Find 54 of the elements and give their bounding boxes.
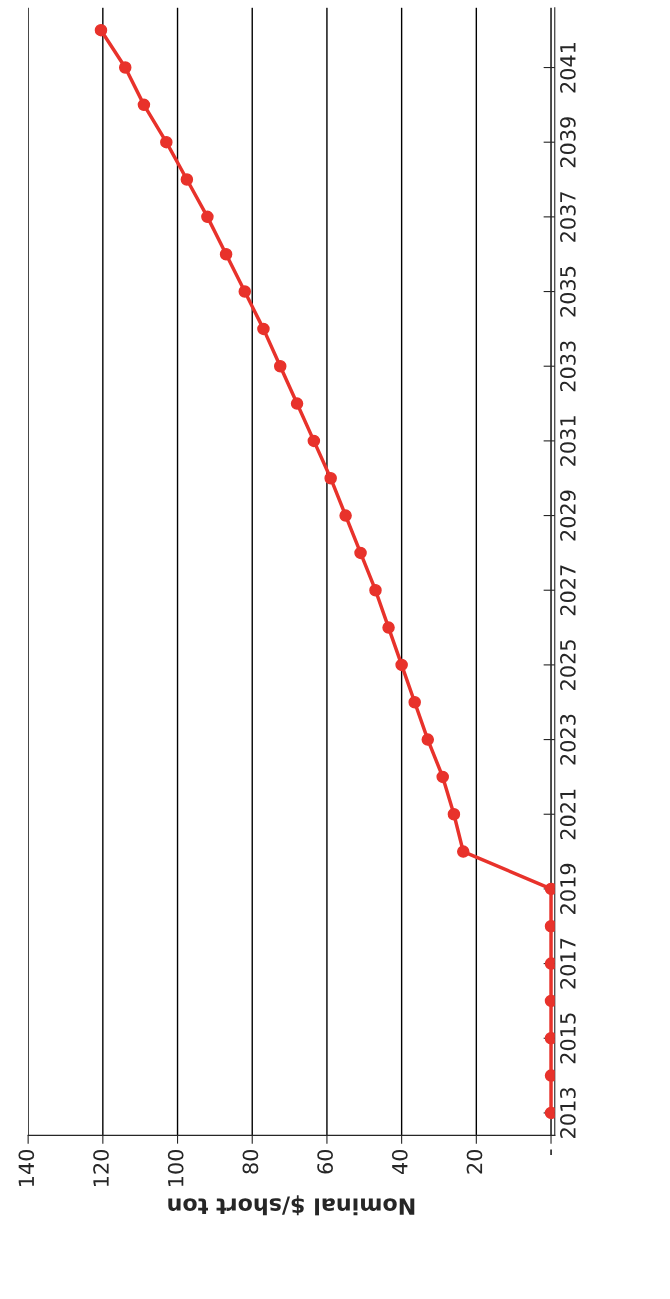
y-tick-label: 2035 <box>559 266 576 317</box>
y-tick-label: 2037 <box>559 192 576 242</box>
y-tick-label: 2019 <box>559 863 576 914</box>
x-tick-label: 120 <box>93 1149 109 1186</box>
point <box>544 919 555 933</box>
point <box>544 1032 555 1045</box>
y-tick-label: 2033 <box>559 341 576 392</box>
y-tick-label: 2013 <box>559 1088 576 1138</box>
point <box>544 957 555 970</box>
point <box>257 322 270 336</box>
point <box>544 882 555 896</box>
x-tick-label: 140 <box>18 1149 35 1186</box>
y-tick-label: 2015 <box>559 1013 576 1064</box>
point <box>382 621 395 634</box>
point <box>201 210 214 224</box>
point <box>339 509 352 522</box>
point <box>408 695 421 709</box>
y-tick-label: 2031 <box>559 416 576 466</box>
x-tick-label: - <box>550 1149 552 1156</box>
point <box>219 247 233 261</box>
point <box>238 285 252 298</box>
x-tick-label: 80 <box>242 1149 259 1174</box>
point <box>421 733 435 746</box>
y-tick-label: 2023 <box>559 714 576 765</box>
point <box>118 61 132 74</box>
x-tick-label: 100 <box>167 1149 184 1186</box>
point <box>307 434 321 448</box>
x-tick-label: 40 <box>391 1149 408 1175</box>
point <box>324 471 337 485</box>
x-tick-label: 20 <box>466 1149 483 1174</box>
point <box>137 98 151 112</box>
point <box>544 1069 555 1082</box>
y-tick-label: 2029 <box>559 490 576 541</box>
point <box>436 770 449 784</box>
point <box>290 397 304 410</box>
point <box>160 135 173 149</box>
point <box>544 994 555 1008</box>
point <box>273 359 287 373</box>
point <box>94 23 108 37</box>
point <box>180 173 194 186</box>
y-tick-label: 2025 <box>559 640 576 690</box>
y-tick-label: 2017 <box>559 938 576 989</box>
y-tick-label: 2041 <box>559 42 576 93</box>
y-tick-label: 2027 <box>559 565 576 616</box>
point <box>457 845 470 858</box>
x-tick-label: 60 <box>317 1149 333 1174</box>
point <box>395 658 408 672</box>
x-axis-title: Nominal $/short ton <box>168 1195 415 1216</box>
point <box>354 546 367 560</box>
point <box>369 583 382 597</box>
y-tick-label: 2021 <box>559 789 576 840</box>
y-tick-label: 2039 <box>559 117 576 168</box>
point <box>544 1106 555 1120</box>
point <box>447 807 461 821</box>
